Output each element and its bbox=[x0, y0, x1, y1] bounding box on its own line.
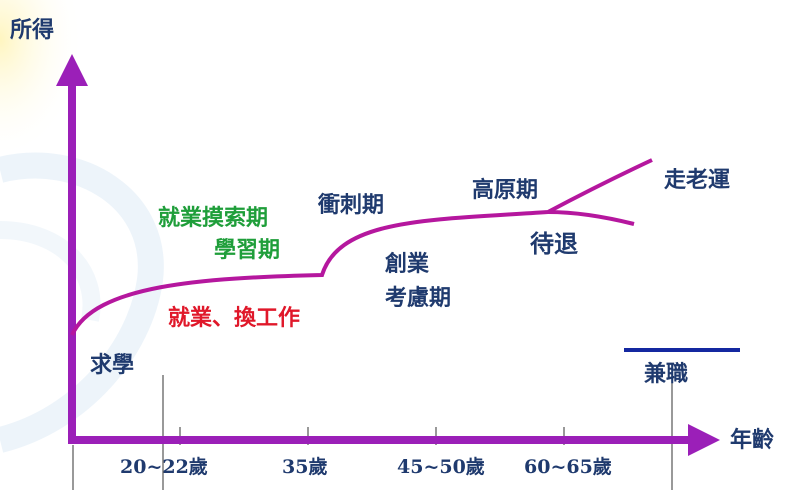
stage-good-fortune: 走老運 bbox=[664, 168, 731, 193]
stage-explore-line2: 學習期 bbox=[214, 238, 281, 263]
stage-startup-line1: 創業 bbox=[385, 252, 430, 277]
x-tick-label-35: 35歲 bbox=[282, 456, 328, 478]
stage-await-retire: 待退 bbox=[530, 230, 578, 258]
stage-part-time: 兼職 bbox=[644, 362, 689, 387]
stage-startup-line2: 考慮期 bbox=[385, 286, 452, 311]
stage-sprint: 衝刺期 bbox=[318, 193, 385, 218]
stage-plateau: 高原期 bbox=[472, 178, 539, 203]
x-axis-label: 年齡 bbox=[730, 428, 775, 453]
x-tick-label-45-50: 45~50歲 bbox=[397, 456, 485, 478]
y-axis-label: 所得 bbox=[10, 18, 55, 43]
x-tick-label-60-65: 60~65歲 bbox=[524, 456, 612, 478]
retire-branch-curve bbox=[547, 210, 635, 226]
stage-explore-line1: 就業摸索期 bbox=[158, 206, 269, 231]
stage-study: 求學 bbox=[90, 353, 135, 378]
income-curve bbox=[70, 158, 653, 336]
stage-job-change: 就業、換工作 bbox=[168, 306, 301, 331]
x-tick-label-20-22: 20~22歲 bbox=[120, 456, 208, 478]
